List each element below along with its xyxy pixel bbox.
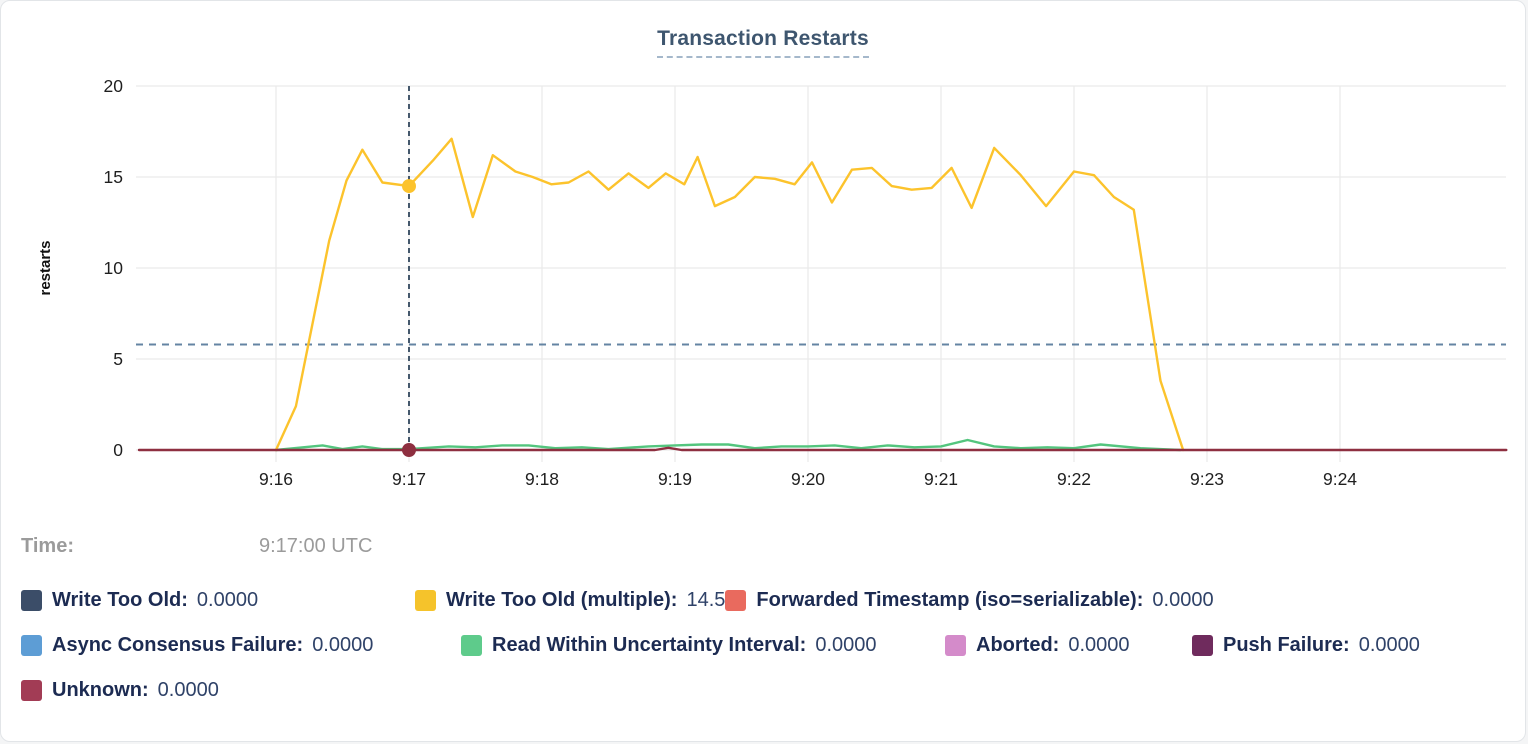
legend-item-forwarded-timestamp-iso-serializable[interactable]: Forwarded Timestamp (iso=serializable): 0… (725, 588, 1214, 612)
y-axis-tick-label: 20 (104, 76, 124, 96)
legend-label: Push Failure: (1223, 633, 1350, 656)
legend-label: Aborted: (976, 633, 1060, 656)
legend-swatch-icon (415, 589, 436, 611)
legend-item-unknown[interactable]: Unknown: 0.0000 (21, 679, 219, 702)
legend-swatch-icon (945, 634, 966, 656)
x-axis-tick-label: 9:22 (1057, 469, 1091, 489)
legend: Write Too Old: 0.0000 Write Too Old (multi… (21, 585, 1511, 720)
legend-item-async-consensus-failure[interactable]: Async Consensus Failure: 0.0000 (21, 634, 461, 657)
legend-label: Write Too Old (multiple): (446, 588, 678, 611)
chart-title-wrap: Transaction Restarts (1, 27, 1525, 58)
legend-item-write-too-old-multiple[interactable]: Write Too Old (multiple): 14.5 (415, 589, 725, 612)
legend-swatch-icon (21, 679, 42, 701)
time-value: 9:17:00 UTC (259, 535, 373, 557)
legend-value: 0.0000 (1068, 633, 1130, 656)
legend-row: Async Consensus Failure: 0.0000 Read Withi… (21, 630, 1511, 660)
crosshair-dot-unknown (402, 443, 416, 457)
time-label: Time: (21, 535, 74, 557)
legend-swatch-icon (461, 634, 482, 656)
x-axis-tick-label: 9:16 (259, 469, 293, 489)
x-axis-tick-label: 9:17 (392, 469, 426, 489)
series-line-unknown (137, 446, 1508, 452)
legend-value: 0.0000 (196, 588, 259, 611)
legend-value: 0.0000 (815, 633, 877, 656)
legend-label: Read Within Uncertainty Interval: (492, 633, 807, 656)
x-axis-tick-label: 9:23 (1190, 469, 1224, 489)
x-axis-tick-label: 9:20 (791, 469, 825, 489)
legend-label: Write Too Old: (52, 588, 188, 611)
legend-item-push-failure[interactable]: Push Failure: 0.0000 (1192, 634, 1420, 657)
legend-item-aborted[interactable]: Aborted: 0.0000 (945, 634, 1192, 657)
series-line-read-within-uncertainty-interval (274, 438, 1182, 452)
x-axis-tick-label: 9:18 (525, 469, 559, 489)
legend-row: Unknown: 0.0000 (21, 675, 1511, 705)
tooltip-time-row: Time: 9:17:00 UTC (21, 535, 1501, 563)
y-axis-tick-label: 15 (104, 167, 123, 187)
legend-value: 0.0000 (157, 678, 219, 701)
legend-value: 14.5 (686, 588, 726, 611)
legend-value: 0.0000 (312, 633, 374, 656)
x-axis-tick-label: 9:24 (1323, 469, 1357, 489)
line-chart-plot[interactable]: 0 5 10 15 20 9:16 9:17 9:18 9:19 9:20 9:21 9:22 9:23… (1, 1, 1526, 506)
legend-swatch-icon (21, 589, 42, 611)
series-line-write-too-old-multiple (274, 137, 1185, 452)
legend-item-read-within-uncertainty-interval[interactable]: Read Within Uncertainty Interval: 0.0000 (461, 634, 945, 657)
y-axis-tick-label: 5 (113, 349, 123, 369)
legend-swatch-icon (725, 589, 747, 611)
legend-label: Async Consensus Failure: (52, 633, 304, 656)
legend-row: Write Too Old: 0.0000 Write Too Old (multi… (21, 585, 1511, 615)
y-axis-tick-label: 10 (104, 258, 124, 278)
legend-swatch-icon (21, 634, 42, 656)
y-axis-title: restarts (37, 240, 54, 295)
legend-label: Unknown: (52, 678, 149, 701)
legend-value: 0.0000 (1358, 633, 1420, 656)
x-axis-tick-label: 9:21 (924, 469, 958, 489)
chart-title[interactable]: Transaction Restarts (657, 27, 869, 58)
legend-label: Forwarded Timestamp (iso=serializable): (756, 588, 1144, 611)
x-axis-tick-label: 9:19 (658, 469, 692, 489)
y-axis-tick-label: 0 (113, 440, 123, 460)
legend-item-write-too-old[interactable]: Write Too Old: 0.0000 (21, 589, 415, 612)
legend-value: 0.0000 (1152, 588, 1214, 611)
legend-swatch-icon (1192, 634, 1213, 656)
crosshair-dot-write-too-old-multiple (402, 179, 416, 194)
